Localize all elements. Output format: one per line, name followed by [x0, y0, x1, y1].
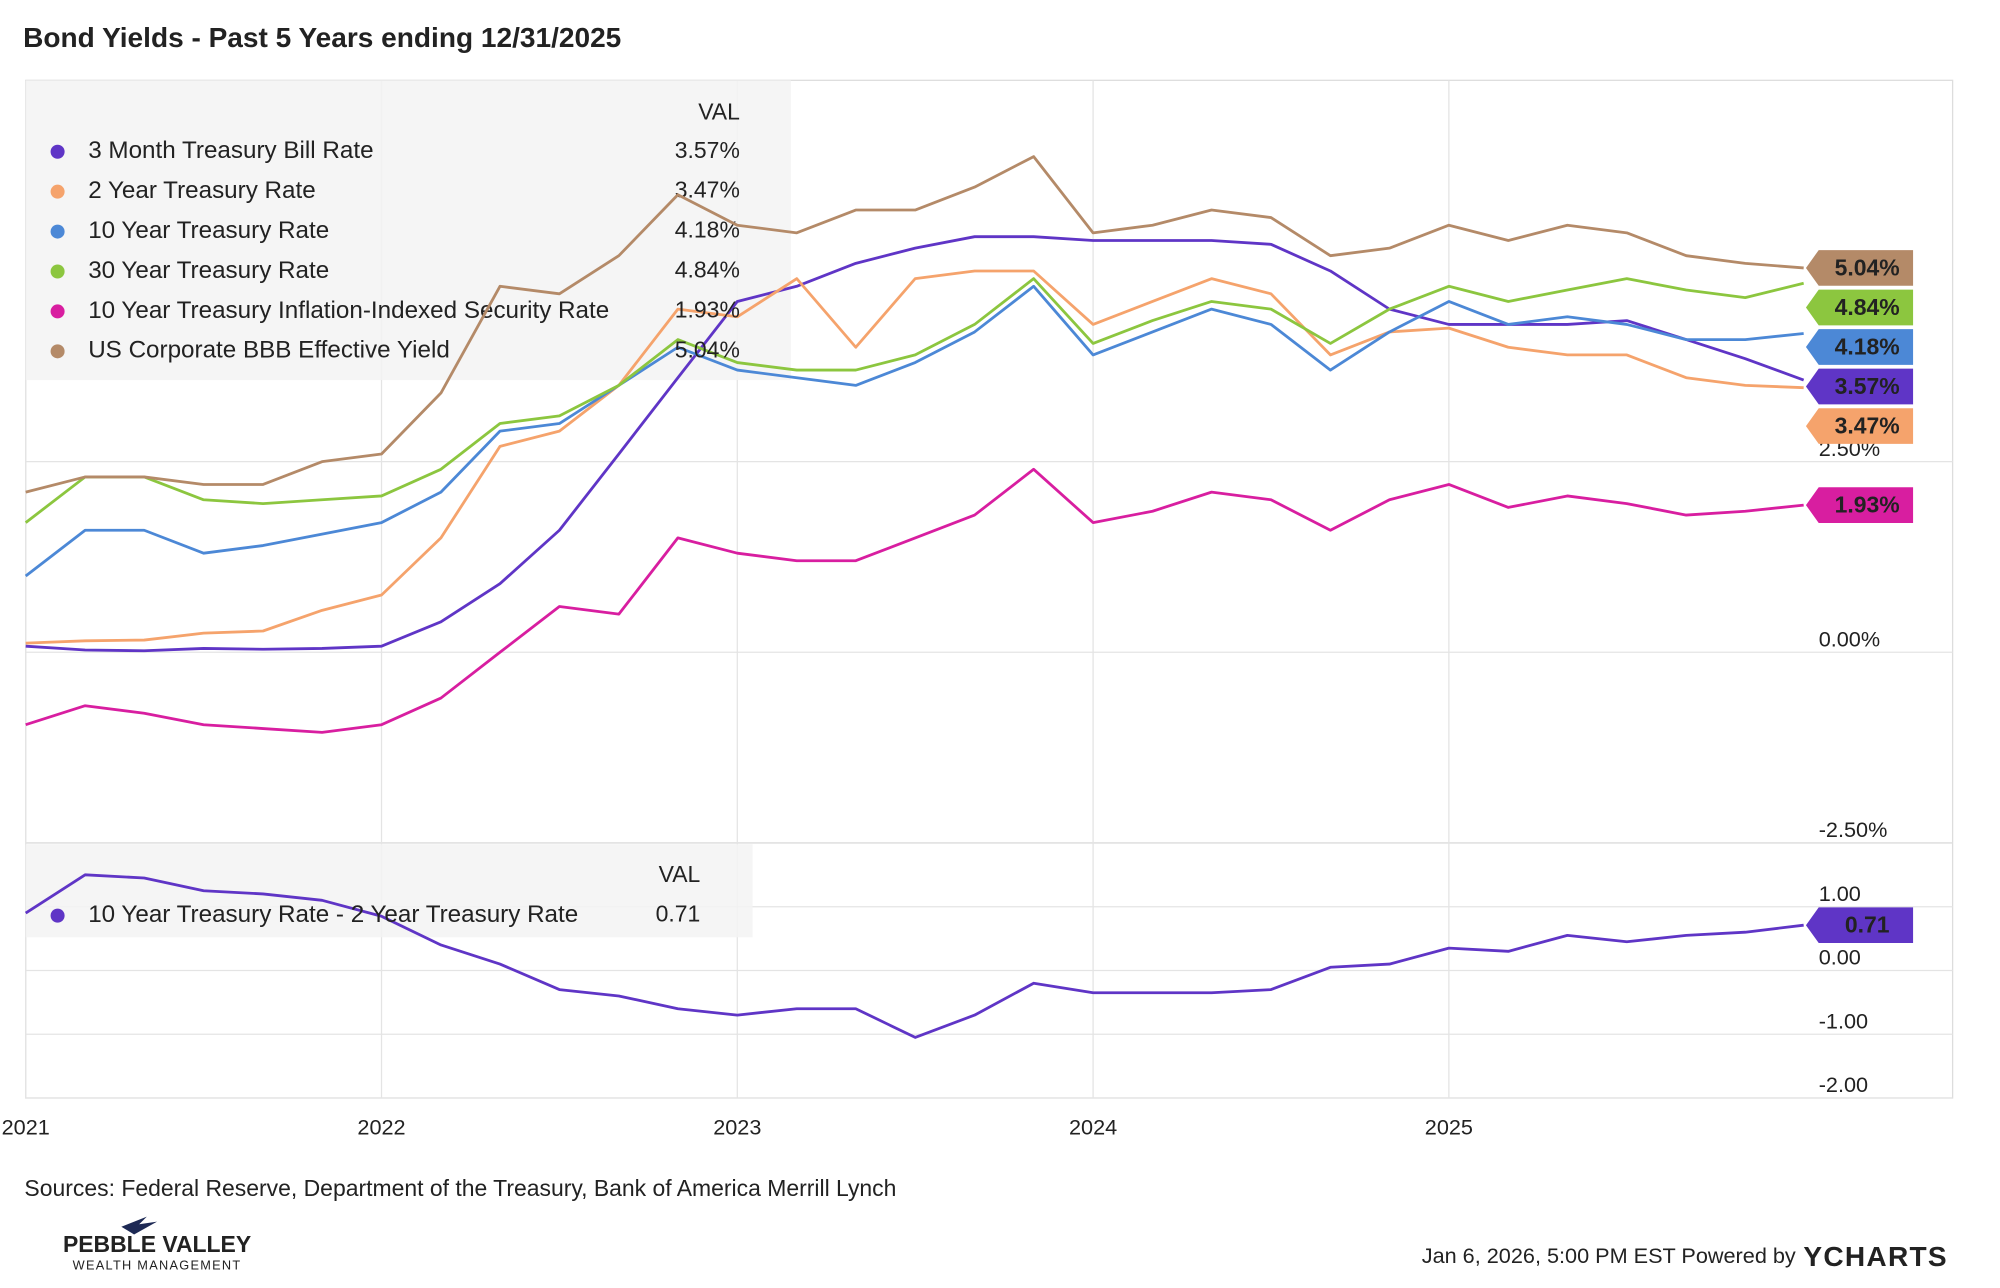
legend-value: 5.04%: [675, 336, 740, 362]
end-tag: [1805, 250, 1914, 286]
end-tag-label: 3.57%: [1835, 373, 1900, 399]
brand: YCHARTS: [1803, 1241, 1948, 1272]
y-tick-label: 0.00%: [1819, 627, 1880, 652]
legend-marker: [50, 304, 65, 319]
legend-marker: [50, 908, 65, 923]
legend-label: 10 Year Treasury Rate: [88, 217, 329, 244]
logo-name: PEBBLE VALLEY: [63, 1231, 251, 1257]
legend-marker: [50, 224, 65, 239]
legend-value: 0.71: [656, 901, 701, 927]
y-tick-label: -2.50%: [1819, 817, 1888, 842]
x-tick-label: 2021: [2, 1114, 50, 1139]
legend-marker: [50, 264, 65, 279]
legend-label: US Corporate BBB Effective Yield: [88, 337, 450, 364]
end-tag-label: 4.84%: [1835, 294, 1900, 320]
legend-value: 4.84%: [675, 257, 740, 283]
end-tag: [1805, 368, 1914, 405]
series-line: [25, 155, 1804, 494]
end-tag-label: 4.18%: [1835, 333, 1900, 359]
legend-label: 10 Year Treasury Inflation-Indexed Secur…: [88, 297, 609, 324]
y-tick-label: 1.00: [1819, 881, 1861, 906]
series-line: [25, 269, 1804, 645]
x-tick-label: 2023: [713, 1114, 761, 1139]
end-tag: [1805, 487, 1914, 523]
end-tag: [1805, 329, 1914, 365]
series-line: [24, 873, 1804, 1039]
legend-value: 3.57%: [675, 137, 740, 163]
end-tag: [1805, 289, 1914, 326]
legend-marker: [50, 344, 65, 359]
legend-marker: [50, 184, 65, 199]
legend-value: 1.93%: [675, 296, 740, 322]
legend-label: 30 Year Treasury Rate: [88, 257, 329, 284]
end-tag: [1805, 408, 1914, 444]
timestamp: Jan 6, 2026, 5:00 PM EST Powered by: [1422, 1243, 1796, 1268]
y-tick-label: 0.00: [1819, 945, 1861, 970]
logo-bird: [121, 1216, 158, 1235]
legend-label: 3 Month Treasury Bill Rate: [88, 137, 373, 164]
series-line: [24, 277, 1804, 524]
x-tick-label: 2022: [357, 1114, 405, 1139]
series-line: [25, 467, 1804, 734]
series-line: [24, 284, 1804, 578]
legend-box: [25, 844, 753, 938]
end-tag-label: 1.93%: [1835, 491, 1900, 517]
source-note: Sources: Federal Reserve, Department of …: [24, 1175, 896, 1201]
y-tick-label: -2.00: [1819, 1072, 1868, 1097]
logo-subtitle: WEALTH MANAGEMENT: [73, 1258, 242, 1273]
legend-header: VAL: [698, 99, 740, 125]
chart-title: Bond Yields - Past 5 Years ending 12/31/…: [23, 22, 621, 53]
legend-marker: [50, 144, 65, 159]
end-tag-label: 3.47%: [1835, 412, 1900, 438]
legend-label: 10 Year Treasury Rate - 2 Year Treasury …: [88, 901, 578, 928]
end-tag-label: 5.04%: [1835, 254, 1900, 280]
x-tick-label: 2024: [1069, 1114, 1117, 1139]
y-tick-label: -1.00: [1819, 1008, 1868, 1033]
x-tick-label: 2025: [1425, 1114, 1473, 1139]
end-tag-label: 0.71: [1845, 912, 1890, 938]
legend-header: VAL: [659, 861, 701, 887]
end-tag: [1805, 907, 1914, 944]
legend-label: 2 Year Treasury Rate: [88, 177, 316, 204]
